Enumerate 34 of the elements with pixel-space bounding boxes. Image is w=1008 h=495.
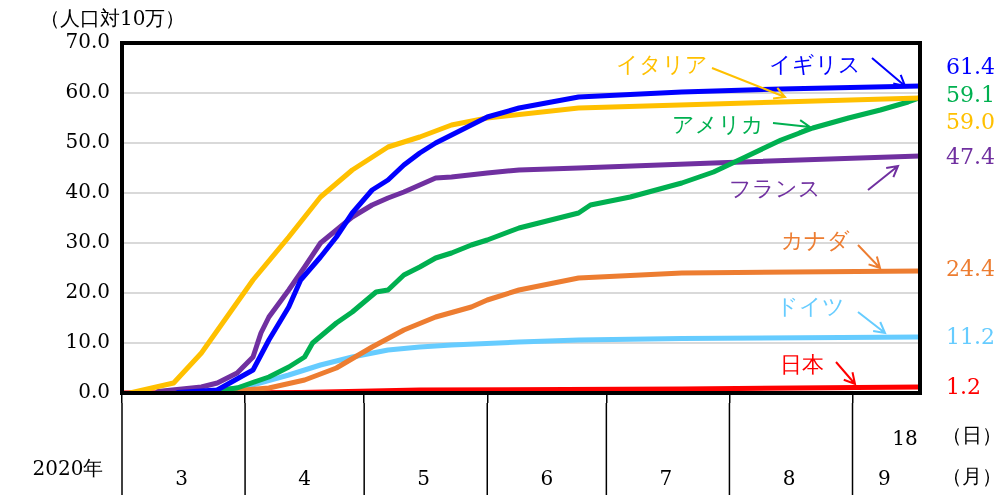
series-label: ドイツ [775, 293, 845, 319]
series-label: カナダ [780, 227, 850, 253]
data-label: 11.2 [946, 323, 995, 349]
y-tick-label: 30.0 [65, 229, 110, 254]
y-tick-label: 50.0 [65, 129, 110, 154]
data-label: 61.4 [946, 53, 995, 79]
y-tick-label: 10.0 [65, 329, 110, 354]
x-tick-label: 6 [540, 466, 554, 491]
text: （日） [942, 423, 1002, 448]
x-tick-label: 4 [298, 466, 311, 491]
data-label: 59.0 [946, 108, 995, 134]
data-label: 47.4 [946, 143, 995, 169]
legend-label: イギリス [769, 51, 861, 77]
y-tick-label: 70.0 [65, 29, 110, 54]
data-label: 59.1 [946, 81, 995, 107]
text: 18 [892, 426, 918, 451]
x-tick-label: 7 [659, 466, 673, 491]
x-tick-label: 9 [877, 466, 891, 491]
data-label: 1.2 [946, 373, 981, 399]
legend-label: 日本 [780, 351, 824, 377]
x-tick-label: 5 [417, 466, 431, 491]
y-tick-label: 20.0 [65, 279, 110, 304]
x-tick-label: 3 [175, 466, 188, 491]
text: （月） [942, 464, 1002, 489]
data-label: 24.4 [946, 255, 995, 281]
y-tick-label: 60.0 [65, 79, 110, 104]
series-label: イタリア [616, 51, 708, 77]
y-tick-label: 40.0 [65, 179, 110, 204]
text: 2020年 [32, 456, 104, 481]
legend-label: フランス [729, 175, 821, 201]
y-tick-label: 0.0 [78, 379, 110, 404]
y-axis-title: （人口対10万） [40, 6, 186, 31]
legend-label: アメリカ [672, 111, 764, 137]
x-tick-label: 8 [782, 466, 796, 491]
